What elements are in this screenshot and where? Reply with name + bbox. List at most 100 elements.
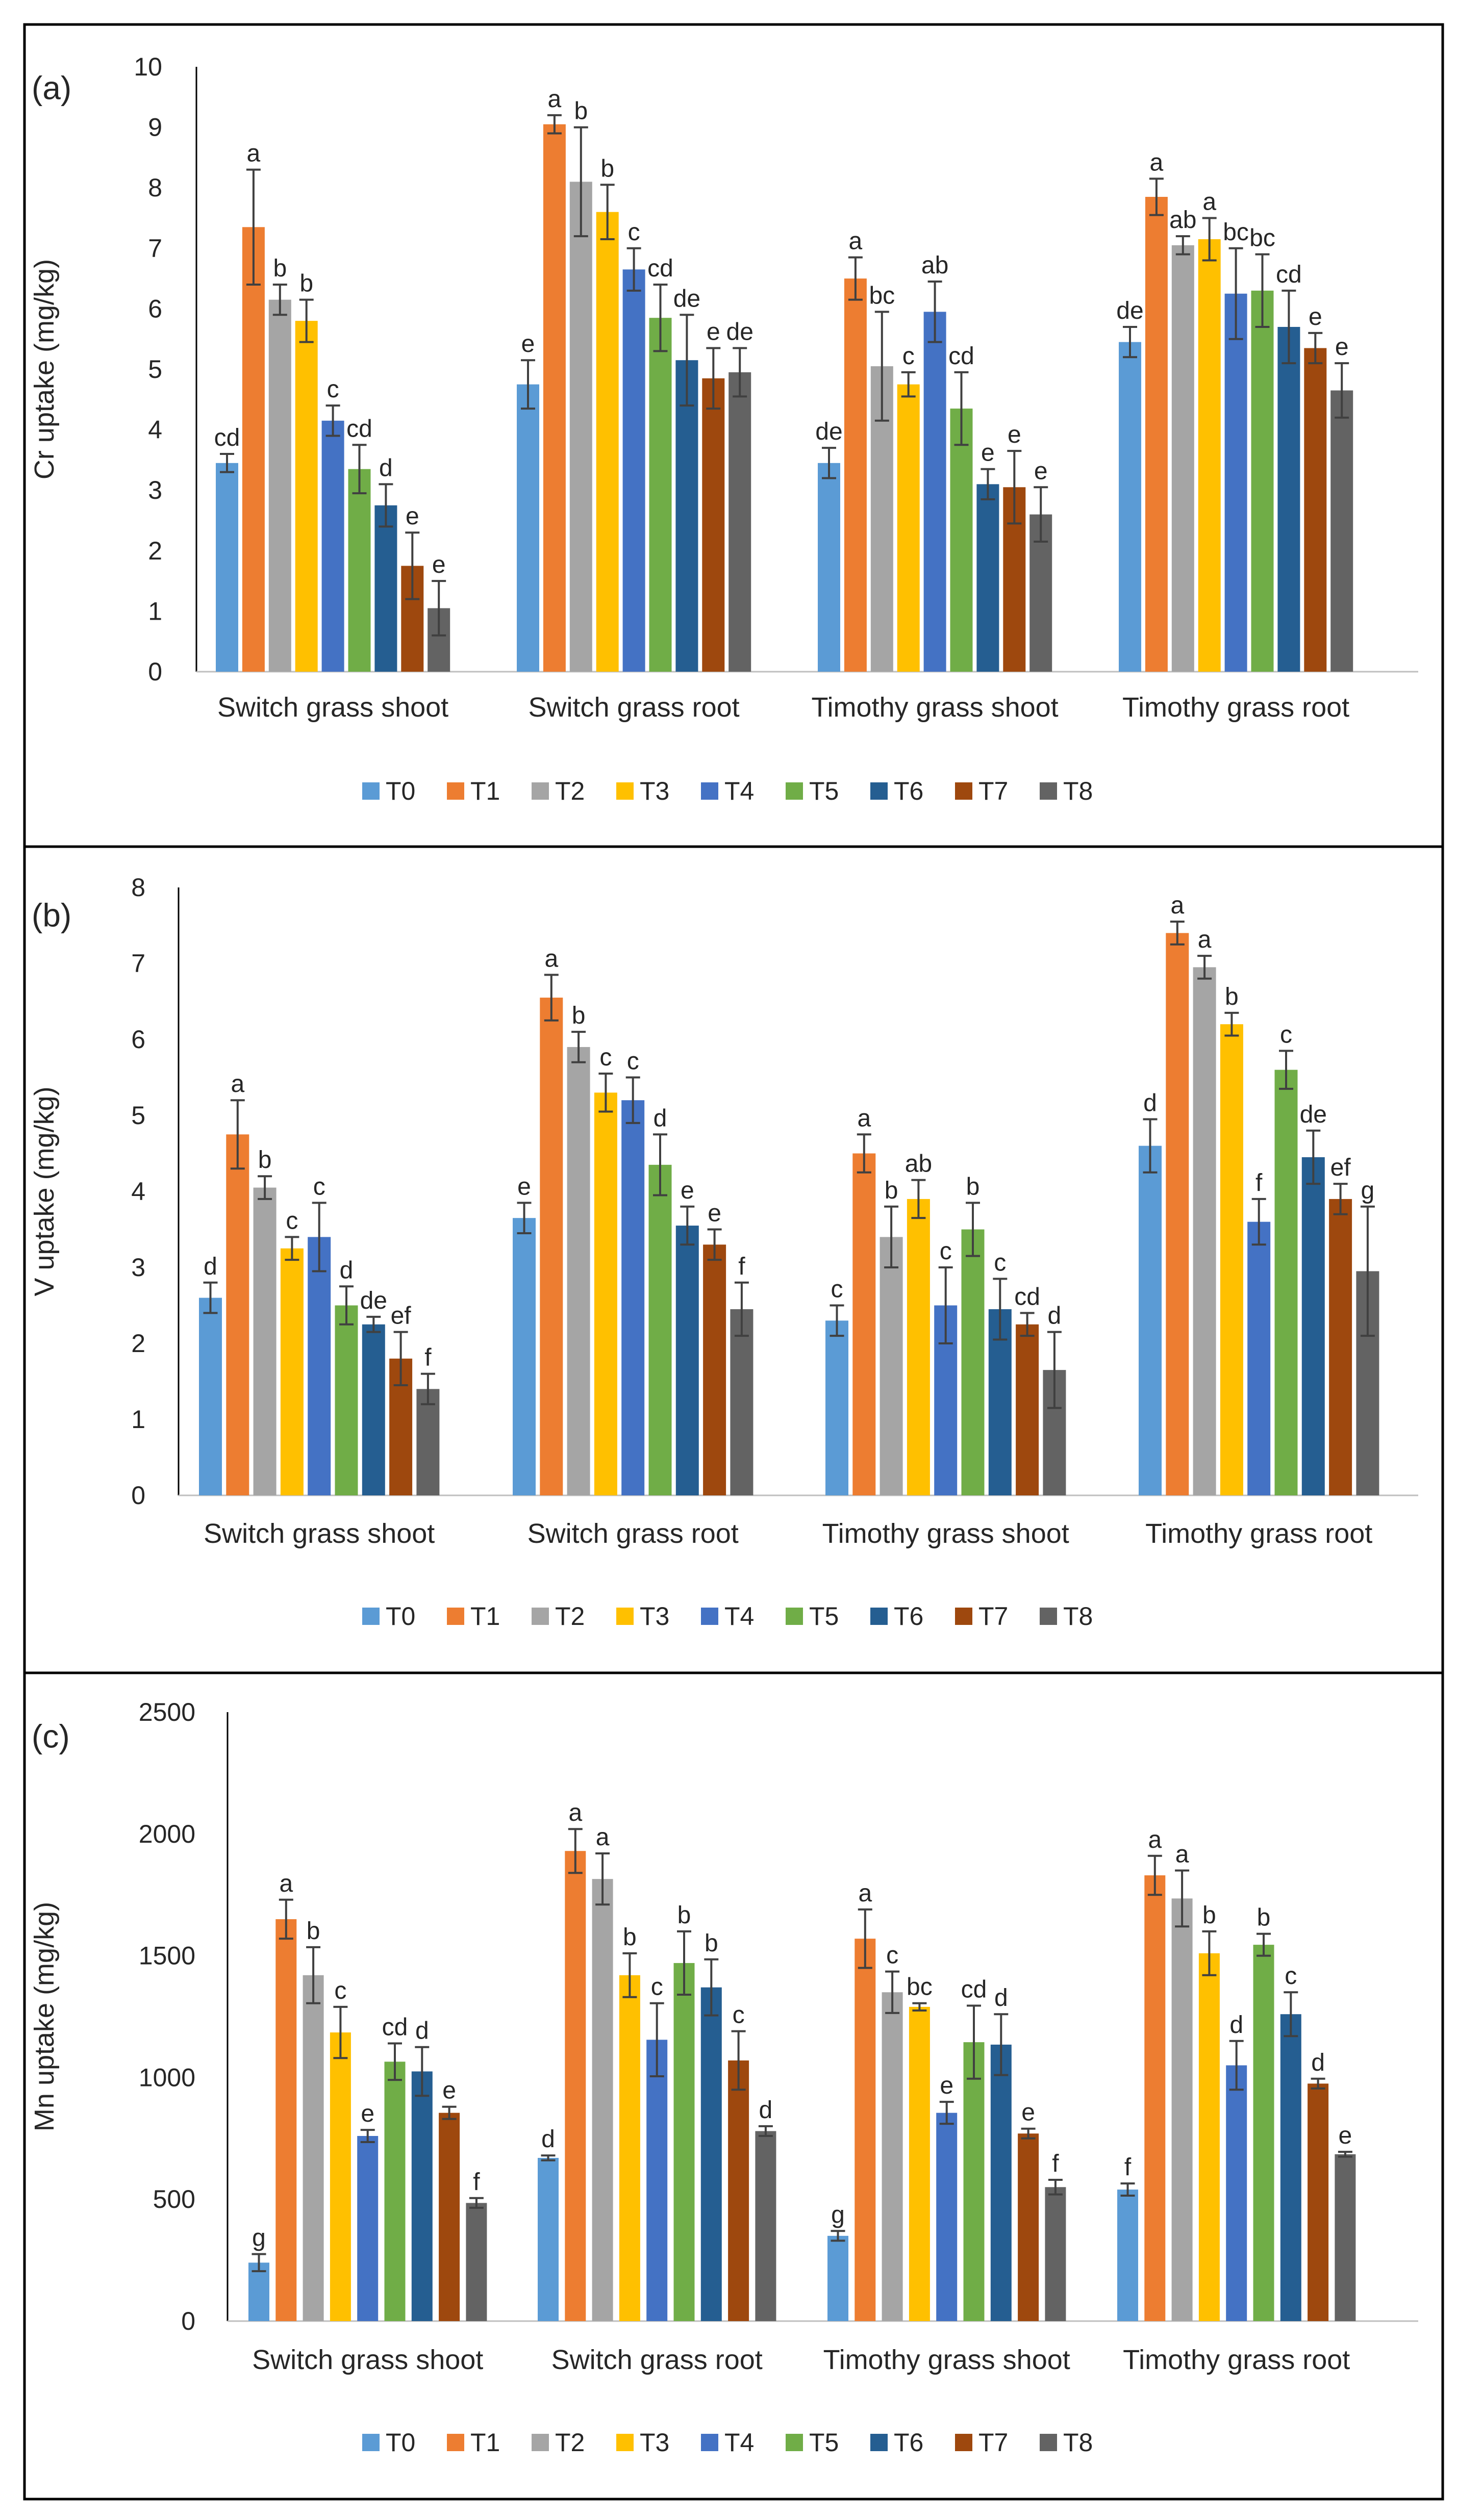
bar-T6 [1277, 326, 1300, 672]
bar-T7 [439, 2112, 460, 2321]
bar-T8 [730, 1309, 753, 1495]
panel-border [23, 1671, 1444, 2501]
error-bar [352, 444, 367, 495]
significance-letter: d [379, 454, 393, 481]
error-bar [911, 1179, 926, 1219]
significance-letter: a [858, 1880, 872, 1907]
bar-T5 [1251, 290, 1274, 672]
legend-swatch-T0 [362, 1608, 380, 1625]
legend-label: T0 [386, 777, 415, 805]
legend-label: T7 [978, 2428, 1008, 2457]
bar-T5 [1253, 1945, 1274, 2321]
error-bar [1257, 1932, 1271, 1957]
significance-letter: a [247, 140, 261, 167]
significance-letter: d [541, 2126, 555, 2153]
y-tick-label: 2 [131, 1329, 145, 1358]
x-category-label: Switch grass shoot [217, 692, 448, 723]
error-bar [939, 2101, 954, 2125]
error-bar [1047, 1331, 1062, 1409]
significance-letter: b [258, 1147, 272, 1174]
significance-letter: e [1335, 334, 1349, 361]
legend-label: T1 [470, 1602, 500, 1631]
error-bar [733, 347, 747, 398]
legend-swatch-T1 [447, 782, 464, 800]
error-bar [1175, 235, 1190, 256]
legend-label: T1 [470, 2428, 500, 2457]
error-bar [981, 468, 995, 500]
bar-T6 [990, 2044, 1012, 2321]
error-bar [1333, 1183, 1348, 1215]
y-tick-label: 3 [148, 476, 162, 504]
bar-T5 [673, 1963, 695, 2321]
significance-letter: a [1198, 926, 1212, 953]
significance-letter: cd [1276, 261, 1302, 288]
bar-T0 [248, 2262, 269, 2321]
bar-T7 [1329, 1199, 1352, 1495]
significance-letter: c [1280, 1021, 1292, 1048]
error-bar [469, 2197, 484, 2209]
y-tick-label: 10 [134, 53, 162, 81]
y-tick-label: 2000 [139, 1820, 195, 1848]
significance-letter: b [1257, 1904, 1271, 1931]
bar-T6 [700, 1987, 722, 2321]
significance-letter: a [1170, 892, 1184, 919]
significance-letter: de [1300, 1101, 1327, 1128]
legend-label: T1 [470, 777, 500, 805]
significance-letter: b [273, 255, 287, 282]
error-bar [884, 1205, 899, 1268]
x-category-label: Timothy grass shoot [823, 2345, 1070, 2375]
bar-T3 [907, 1199, 930, 1495]
significance-letter: c [940, 1238, 952, 1265]
significance-letter: a [596, 1824, 610, 1851]
significance-letter: b [1202, 1902, 1216, 1929]
significance-letter: ef [1330, 1154, 1351, 1181]
error-bar [1007, 450, 1022, 525]
significance-letter: bc [907, 1974, 933, 2001]
bar-T5 [963, 2042, 985, 2321]
legend-label: T4 [724, 2428, 754, 2457]
bar-T4 [1224, 293, 1247, 672]
chart-panel-a: (a)Cr uptake (mg/kg)012345678910cdededea… [23, 23, 1444, 848]
significance-letter: a [231, 1071, 244, 1098]
significance-letter: de [360, 1287, 387, 1314]
error-bar [285, 1236, 299, 1261]
legend-swatch-T1 [447, 1608, 464, 1625]
significance-letter: c [627, 1048, 639, 1075]
y-tick-label: 5 [148, 355, 162, 384]
bar-T6 [362, 1324, 385, 1495]
error-bar [706, 347, 721, 410]
legend-swatch-T6 [870, 782, 888, 800]
significance-letter: b [677, 1902, 691, 1929]
error-bar [544, 974, 559, 1022]
error-bar [1228, 247, 1243, 340]
significance-letter: c [733, 2002, 745, 2029]
significance-letter: e [1339, 2122, 1352, 2149]
bar-T6 [976, 484, 999, 672]
error-bar [874, 311, 889, 422]
error-bar [252, 2253, 266, 2273]
bar-T1 [543, 124, 566, 672]
significance-letter: e [432, 551, 446, 578]
bar-T8 [728, 372, 751, 672]
y-tick-label: 1000 [139, 2063, 195, 2092]
significance-letter: cd [214, 424, 240, 451]
bar-T2 [1193, 967, 1216, 1495]
bar-T0 [1119, 342, 1141, 672]
significance-letter: de [815, 418, 842, 445]
x-category-label: Timothy grass shoot [812, 692, 1059, 723]
significance-letter: f [473, 2169, 480, 2196]
significance-letter: d [340, 1257, 354, 1284]
significance-letter: cd [1014, 1283, 1040, 1310]
error-bar [1306, 1129, 1321, 1185]
y-axis-label: Mn uptake (mg/kg) [29, 1902, 60, 2131]
error-bar [1175, 1869, 1190, 1928]
legend-swatch-T2 [532, 2434, 549, 2451]
legend-swatch-T1 [447, 2434, 464, 2451]
error-bar [366, 1315, 381, 1333]
bar-T0 [818, 463, 840, 672]
bar-T1 [242, 227, 265, 672]
significance-letter: c [831, 1276, 843, 1303]
legend-label: T2 [555, 1602, 585, 1631]
bar-T2 [1171, 245, 1194, 672]
